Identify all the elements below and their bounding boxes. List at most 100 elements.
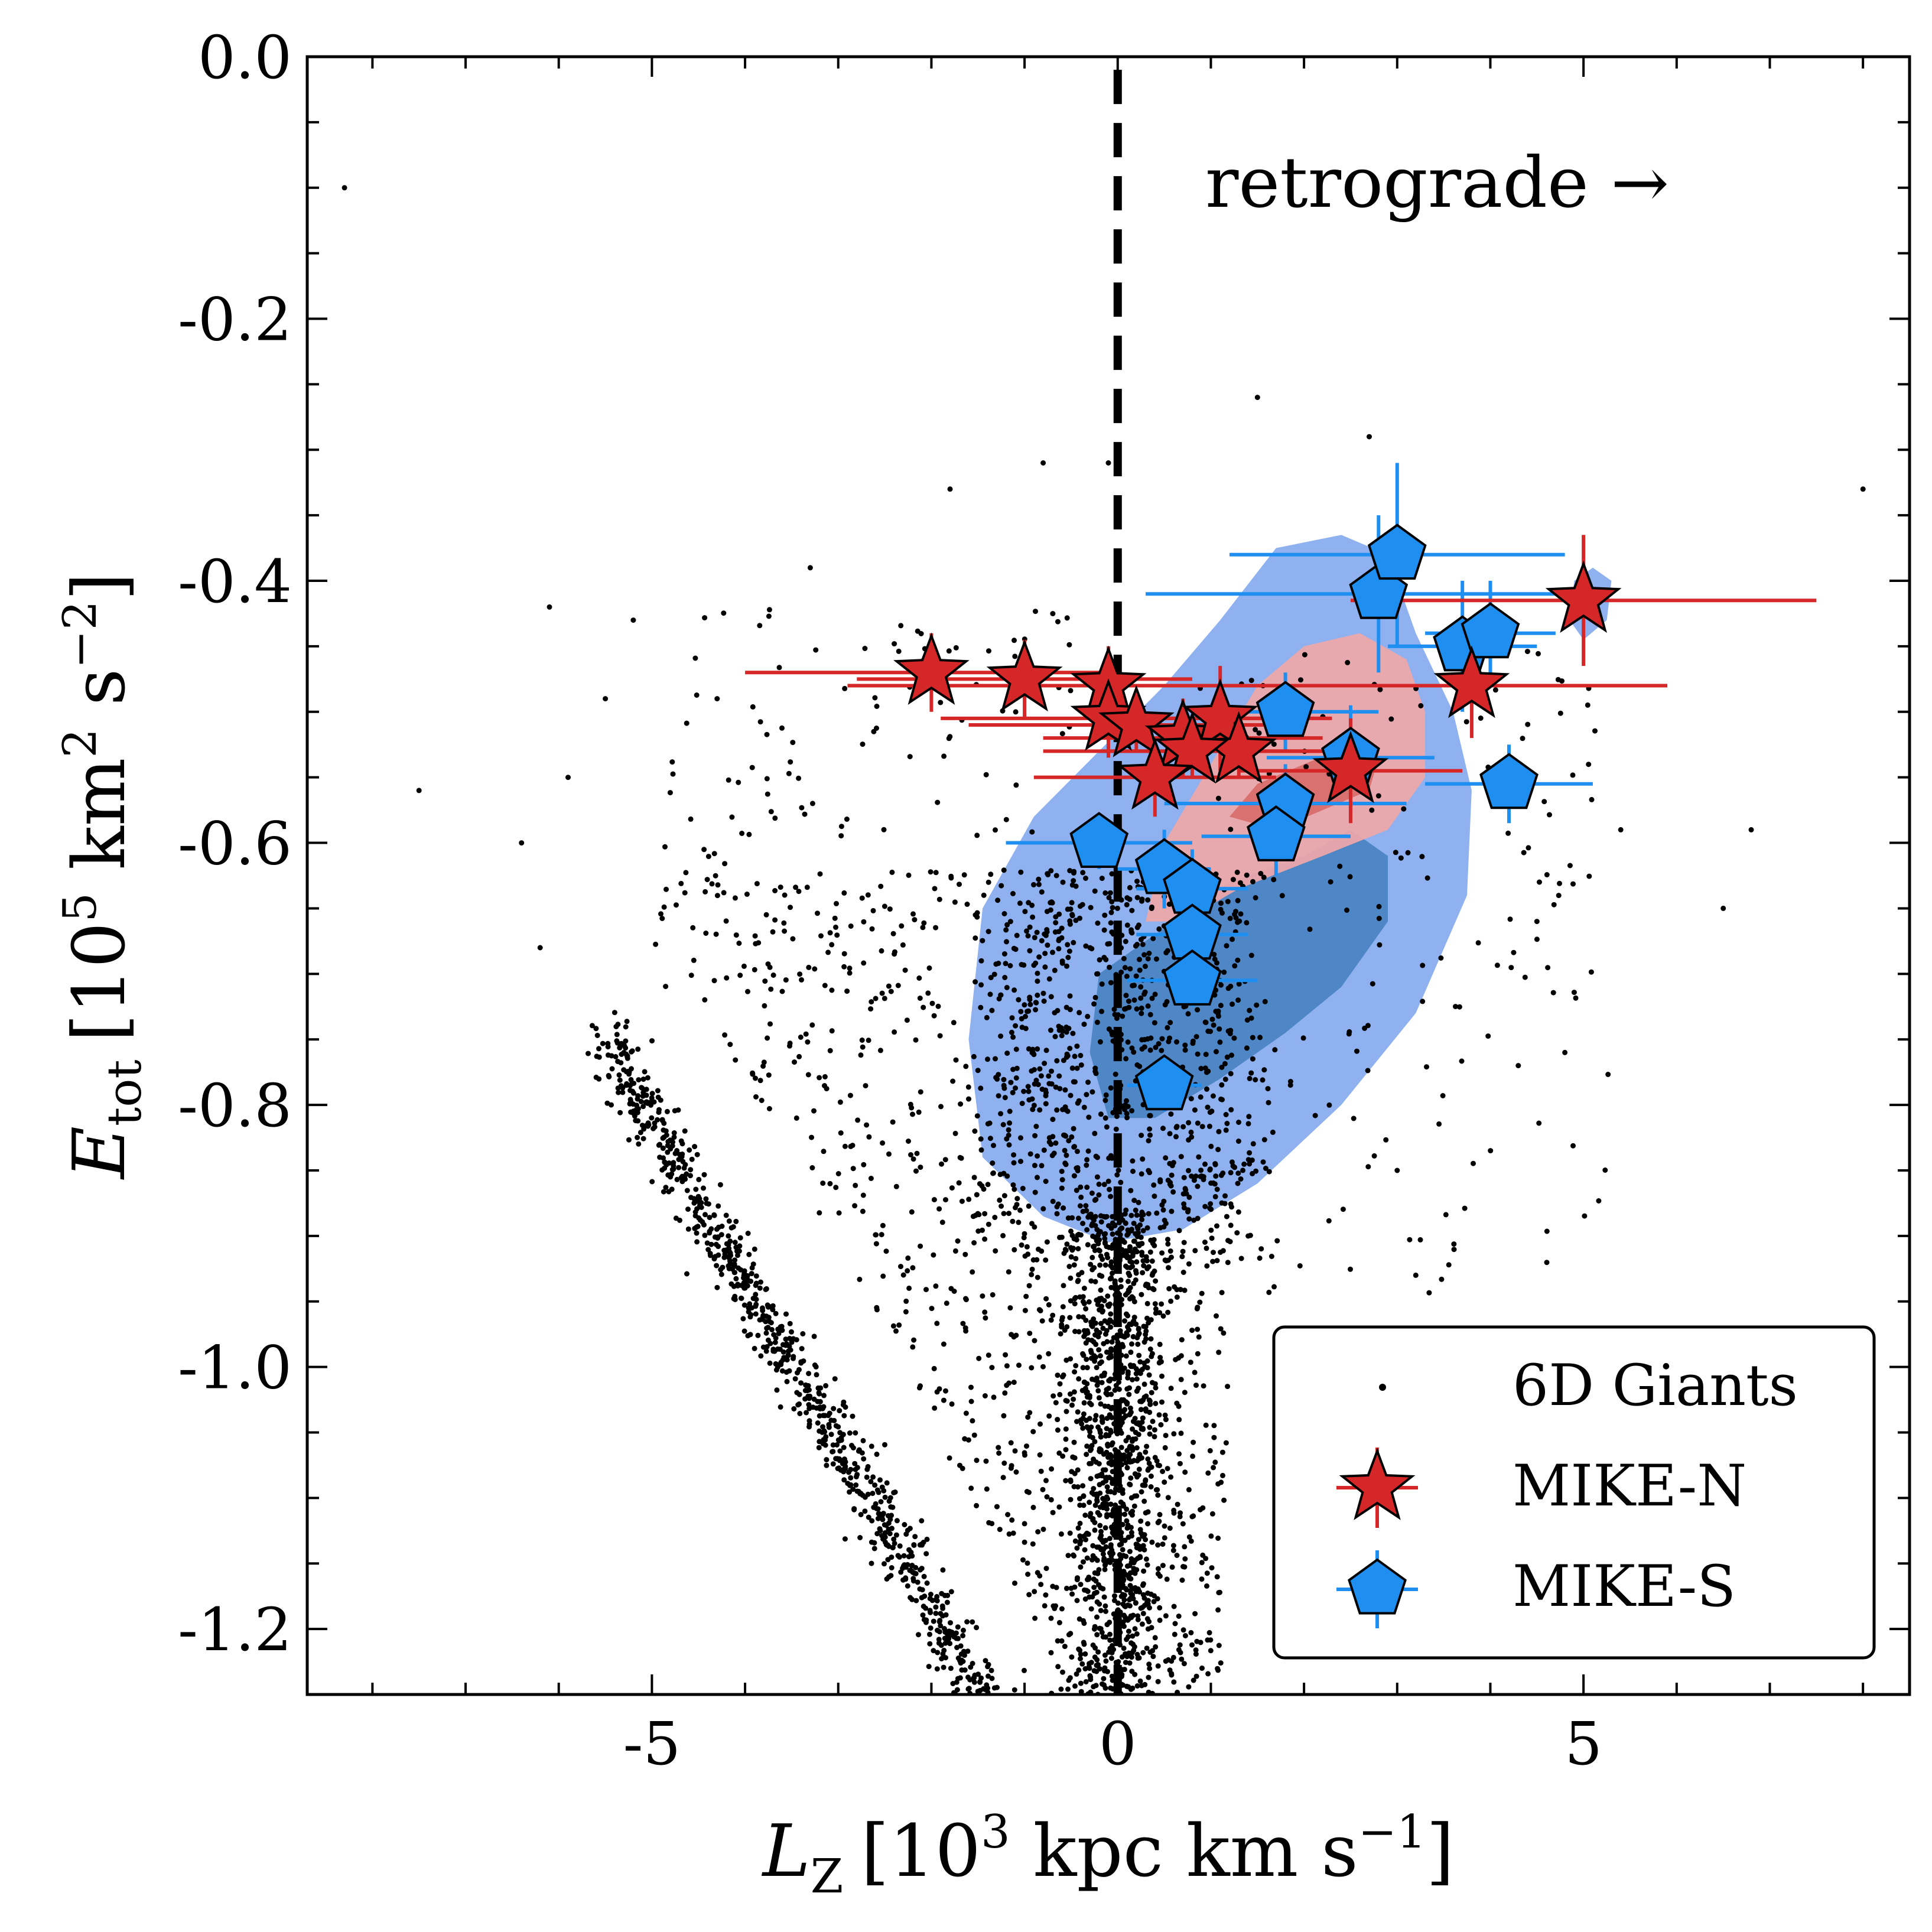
giant-point	[565, 775, 571, 780]
giant-point	[1083, 1306, 1089, 1312]
giant-point	[1009, 1332, 1014, 1338]
giant-point	[897, 1543, 903, 1549]
giant-point	[913, 1598, 919, 1604]
giant-point	[1046, 1351, 1052, 1357]
giant-point	[862, 646, 868, 651]
giant-point	[778, 884, 783, 890]
giant-point	[1092, 1332, 1098, 1338]
giant-point	[1126, 1327, 1132, 1333]
giant-point	[1105, 1488, 1111, 1494]
giant-point	[1398, 855, 1404, 861]
giant-point	[1202, 1240, 1208, 1245]
giant-point	[1009, 1029, 1014, 1035]
giant-point	[948, 875, 954, 881]
giant-point	[1001, 911, 1007, 916]
giant-point	[1069, 882, 1075, 888]
giant-point	[860, 1437, 866, 1443]
giant-point	[974, 1192, 980, 1198]
giant-point	[681, 1165, 687, 1171]
giant-point	[1218, 1172, 1224, 1178]
giant-point	[1011, 1186, 1017, 1192]
giant-point	[1138, 1518, 1144, 1524]
giant-point	[1230, 936, 1235, 942]
giant-point	[1471, 1160, 1476, 1166]
giant-point	[1104, 1339, 1110, 1345]
giant-point	[1132, 1416, 1138, 1422]
giant-point	[1219, 1082, 1225, 1088]
giant-point	[976, 1355, 982, 1361]
giant-point	[1076, 1329, 1082, 1335]
giant-point	[872, 1482, 878, 1488]
giant-point	[1204, 1086, 1209, 1092]
retrograde-annotation: retrograde →	[1205, 142, 1669, 223]
giant-point	[1153, 1385, 1159, 1391]
giant-point	[1046, 1302, 1052, 1307]
giant-point	[1076, 1376, 1082, 1382]
giant-point	[882, 903, 887, 909]
giant-point	[858, 1512, 864, 1517]
giant-point	[1148, 1484, 1154, 1489]
giant-point	[809, 801, 815, 806]
giant-point	[684, 1171, 689, 1177]
giant-point	[1205, 1470, 1211, 1476]
giant-point	[882, 996, 887, 1001]
giant-point	[1488, 1148, 1494, 1154]
giant-point	[926, 1664, 932, 1670]
giant-point	[519, 840, 525, 846]
giant-point	[762, 978, 768, 984]
giant-point	[1121, 1576, 1127, 1582]
giant-point	[1097, 957, 1102, 963]
giant-point	[1105, 1385, 1111, 1391]
giant-point	[1022, 1450, 1027, 1456]
giant-point	[1177, 1461, 1183, 1466]
giant-point	[1383, 1137, 1389, 1143]
y-tick-label: -0.4	[178, 547, 292, 616]
mike-n-marker-4	[1098, 685, 1175, 757]
giant-point	[722, 1032, 728, 1038]
giant-point	[1140, 1650, 1146, 1655]
giant-point	[1009, 1015, 1015, 1021]
giant-point	[766, 1319, 772, 1325]
giant-point	[1202, 1161, 1208, 1167]
giant-point	[1001, 1461, 1007, 1466]
giant-point	[1064, 1241, 1070, 1247]
giant-point	[746, 1251, 752, 1257]
giant-point	[1183, 1191, 1189, 1196]
giant-point	[1550, 990, 1556, 996]
giant-point	[968, 1384, 974, 1390]
giant-point	[885, 1513, 891, 1518]
giant-point	[1131, 1318, 1137, 1324]
giant-point	[1215, 1147, 1221, 1153]
giant-point	[978, 1147, 984, 1153]
giant-point	[1139, 1217, 1145, 1222]
giant-point	[1036, 1246, 1041, 1252]
giant-point	[1096, 1395, 1102, 1401]
giant-point	[985, 1221, 991, 1227]
giant-point	[960, 1320, 966, 1326]
giant-point	[1127, 1245, 1133, 1251]
giant-point	[1195, 1120, 1201, 1126]
giant-point	[1059, 958, 1065, 964]
giant-point	[1119, 1654, 1125, 1660]
giant-point	[1108, 1501, 1114, 1507]
giant-point	[971, 1679, 977, 1685]
giant-point	[1035, 970, 1040, 976]
giant-point	[936, 1637, 942, 1642]
giant-point	[1048, 1497, 1054, 1502]
giant-point	[1522, 974, 1528, 980]
giant-point	[1101, 1372, 1107, 1378]
giant-point	[1478, 715, 1484, 721]
giant-point	[1182, 1186, 1188, 1192]
giant-point	[799, 1346, 805, 1352]
giant-point	[1026, 1283, 1032, 1289]
giant-point	[1279, 893, 1285, 899]
giant-point	[1063, 1436, 1069, 1442]
giant-point	[1218, 1096, 1224, 1102]
giant-point	[1245, 1121, 1251, 1127]
giant-point	[1136, 1332, 1141, 1338]
giant-point	[1104, 1391, 1110, 1397]
giant-point	[1198, 1167, 1204, 1173]
giant-point	[1107, 941, 1113, 947]
giant-point	[1144, 1300, 1150, 1306]
giant-point	[1069, 1215, 1075, 1221]
